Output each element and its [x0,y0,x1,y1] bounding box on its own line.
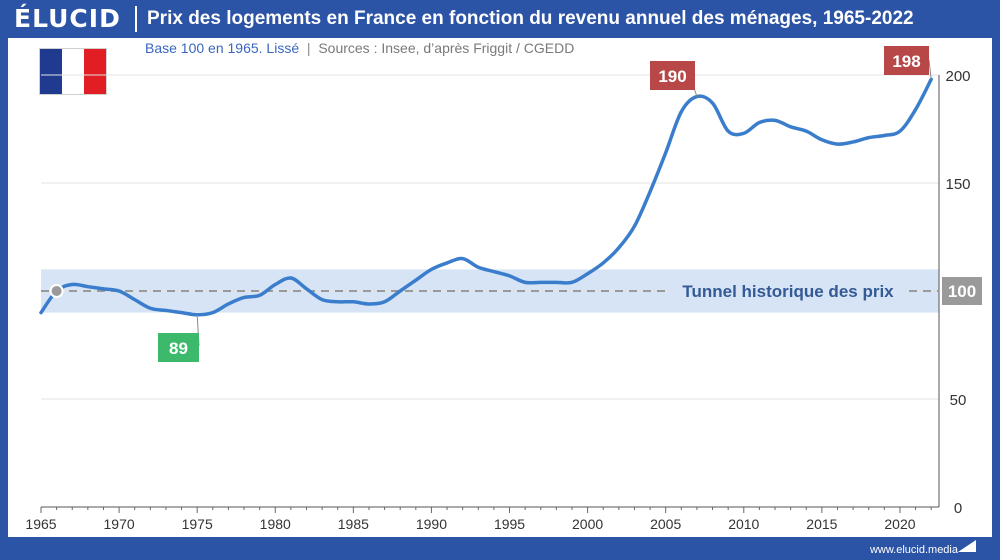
y-tick-label: 0 [954,500,962,517]
callout-leader [928,59,932,80]
elucid-mark-icon [958,540,976,552]
series-line [39,77,933,317]
x-tick-label: 1965 [25,516,56,532]
chart-title: Prix des logements en France en fonction… [147,8,914,29]
x-tick-label: 1980 [260,516,291,532]
callout-box [650,61,695,90]
callout-box [158,333,199,362]
flag-stripe-red [84,49,106,94]
y-tick-label: 50 [950,392,967,409]
callout-label: 198 [892,52,920,71]
x-tick-label: 1990 [416,516,447,532]
footer-url[interactable]: www.elucid.media [869,544,958,556]
x-tick-label: 1970 [104,516,135,532]
brand-logo[interactable]: ÉLUCID [14,4,121,33]
x-tick-label: 1975 [182,516,213,532]
callout-label: 89 [169,339,188,358]
y-tick-label: 150 [945,176,970,193]
flag-stripe-blue [40,49,62,94]
callout-label: 190 [658,67,686,86]
callout-box [884,46,929,75]
subtitle-base: Base 100 en 1965. Lissé [145,40,300,56]
reference-value-label: 100 [948,282,976,301]
x-tick-label: 2020 [884,516,915,532]
tunnel-label: Tunnel historique des prix [682,282,894,301]
x-tick-label: 2010 [728,516,759,532]
chart-subtitle: Base 100 en 1965. Lissé | Sources : Inse… [145,39,574,57]
flag-stripe-white [62,49,84,94]
x-tick-label: 1985 [338,516,369,532]
subtitle-separator: | [306,40,311,56]
start-marker [49,284,64,298]
reference-value-box [942,277,982,305]
header-bar: ÉLUCID Prix des logements en France en f… [0,0,1000,38]
x-tick-label: 2000 [572,516,603,532]
header-divider [135,6,137,32]
x-tick-label: 1995 [494,516,525,532]
x-tick-label: 2005 [650,516,681,532]
x-tick-label: 2015 [806,516,837,532]
france-flag-icon [39,48,107,95]
y-tick-label: 200 [945,68,970,85]
subtitle-sources: Sources : Insee, d’après Friggit / CGEDD [318,40,575,56]
tunnel-label-backing [668,279,908,303]
